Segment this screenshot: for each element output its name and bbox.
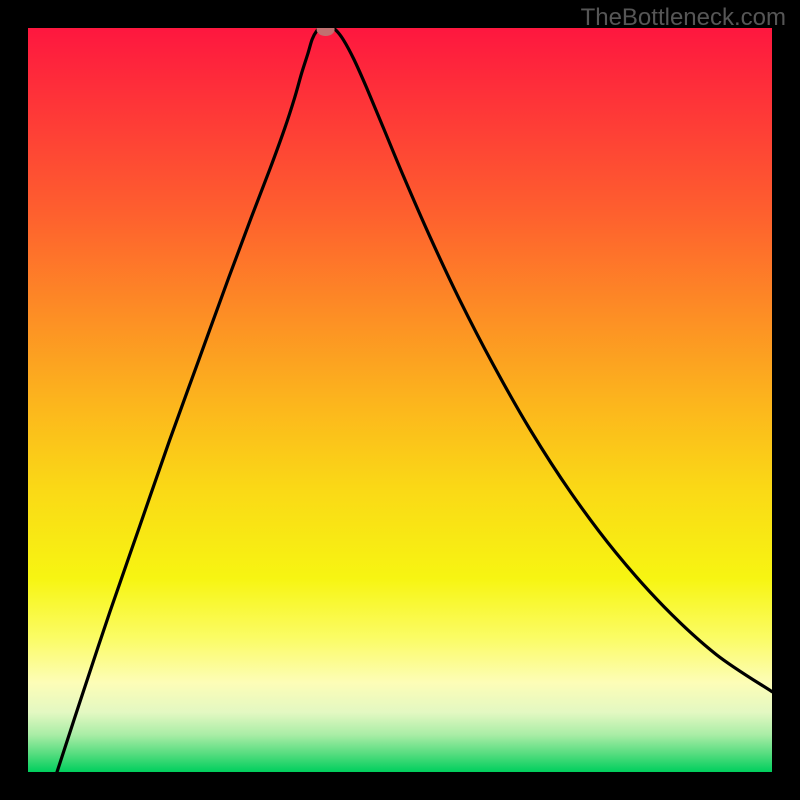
plot-area	[28, 28, 772, 772]
bottleneck-chart-svg	[28, 28, 772, 772]
chart-container: TheBottleneck.com	[0, 0, 800, 800]
watermark-text: TheBottleneck.com	[581, 4, 786, 32]
gradient-background	[28, 28, 772, 772]
